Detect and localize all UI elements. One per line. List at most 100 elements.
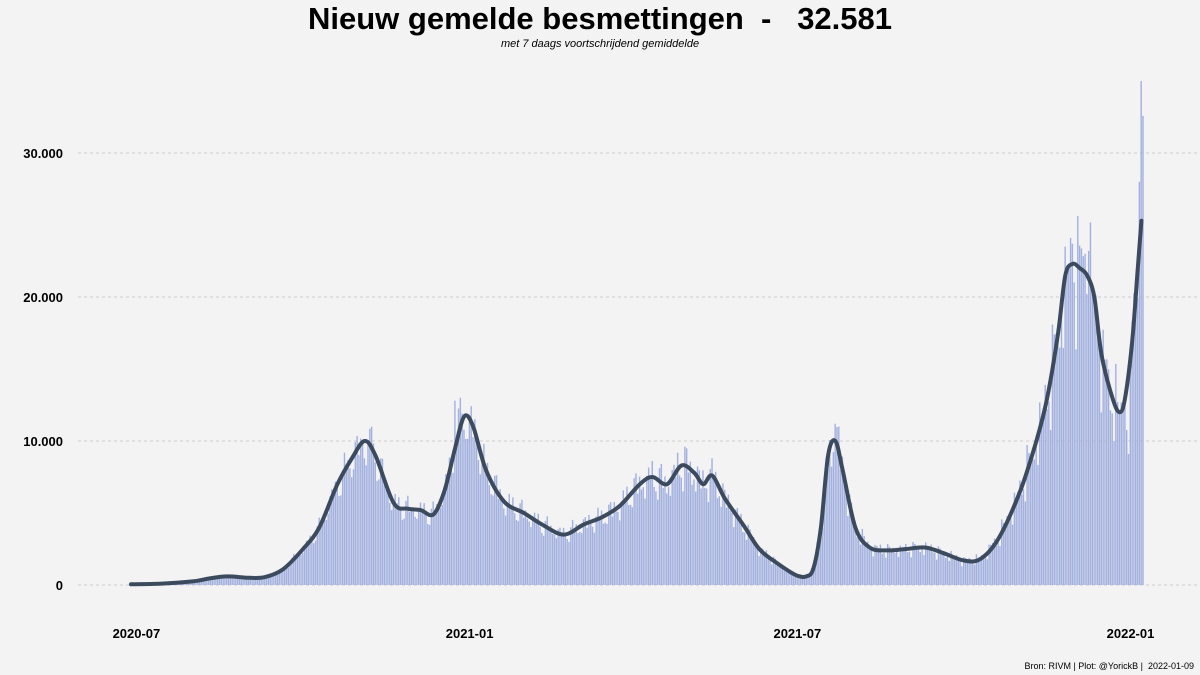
daily-bar — [1136, 298, 1139, 585]
daily-bar — [696, 466, 699, 585]
daily-bar — [785, 567, 787, 585]
daily-bar — [879, 544, 882, 585]
daily-bar — [399, 508, 402, 585]
daily-bar — [490, 494, 492, 585]
daily-bar — [1122, 410, 1124, 585]
daily-bar — [881, 553, 883, 585]
daily-bar — [278, 570, 280, 585]
daily-bar — [215, 577, 217, 585]
daily-bar — [510, 505, 512, 585]
daily-bar — [568, 541, 570, 585]
daily-bar — [850, 502, 853, 585]
daily-bar — [718, 496, 720, 585]
y-tick-label: 0 — [56, 578, 63, 593]
daily-bar — [244, 577, 246, 585]
daily-bar — [542, 535, 545, 585]
daily-bar — [1125, 430, 1128, 585]
daily-bar — [425, 513, 427, 585]
daily-bar — [262, 578, 264, 585]
daily-bar — [593, 532, 596, 585]
daily-bar — [885, 557, 887, 585]
daily-bar — [977, 557, 979, 585]
daily-bar — [1120, 402, 1122, 585]
daily-bar — [720, 506, 722, 585]
daily-bar — [233, 576, 235, 585]
daily-bar — [1064, 246, 1066, 585]
daily-bar — [658, 468, 661, 585]
daily-bar — [673, 464, 675, 585]
daily-bar — [899, 545, 902, 585]
daily-bar — [943, 551, 945, 585]
daily-bar — [512, 497, 514, 585]
daily-bar — [202, 579, 204, 585]
daily-bar — [226, 577, 228, 585]
daily-bar — [379, 458, 382, 585]
daily-bar — [908, 551, 911, 585]
daily-bar — [834, 423, 836, 585]
daily-bar — [894, 553, 896, 585]
daily-bar — [296, 554, 299, 585]
daily-bar — [423, 503, 425, 585]
daily-bar — [204, 578, 206, 585]
daily-bar — [906, 552, 909, 585]
daily-bar — [274, 573, 277, 585]
daily-bar — [314, 540, 317, 585]
daily-bar — [1011, 524, 1014, 585]
daily-bar — [1098, 348, 1101, 585]
daily-bar — [810, 568, 813, 585]
daily-bar — [557, 529, 559, 585]
daily-bar — [854, 520, 856, 585]
daily-bar — [1001, 519, 1003, 585]
daily-bar — [676, 452, 679, 585]
daily-bar — [365, 465, 367, 585]
daily-bar — [412, 511, 414, 585]
daily-bar — [320, 522, 322, 585]
daily-bar — [812, 566, 815, 585]
daily-bar — [1053, 334, 1055, 585]
daily-bar — [979, 559, 981, 585]
daily-bar — [508, 493, 510, 585]
daily-bar — [524, 510, 527, 585]
daily-bar — [883, 552, 885, 585]
daily-bar — [863, 536, 865, 585]
daily-bar — [872, 556, 874, 585]
daily-bar — [291, 557, 293, 585]
daily-bar — [1127, 453, 1130, 585]
daily-bar — [990, 544, 992, 585]
daily-bar — [725, 507, 728, 585]
daily-bar — [745, 539, 748, 585]
daily-bar — [615, 511, 617, 585]
daily-bar — [1039, 402, 1041, 585]
daily-bar — [477, 460, 480, 585]
daily-bar — [776, 564, 778, 585]
daily-bar — [217, 576, 219, 585]
daily-bar — [293, 553, 295, 585]
daily-bar — [280, 568, 282, 585]
daily-bar — [1131, 321, 1133, 585]
daily-bar — [1051, 324, 1054, 585]
daily-bar — [698, 470, 701, 585]
daily-bar — [322, 518, 324, 585]
daily-bar — [544, 520, 547, 585]
daily-bar — [937, 546, 940, 585]
daily-bar — [1082, 256, 1084, 585]
daily-bar — [1071, 243, 1074, 585]
daily-bar — [597, 507, 599, 585]
daily-bar — [963, 557, 965, 585]
daily-bar — [819, 531, 822, 585]
daily-bar — [470, 406, 472, 585]
daily-bar — [374, 462, 376, 585]
daily-bar — [427, 524, 429, 585]
daily-bar — [633, 478, 635, 585]
daily-bar — [332, 495, 335, 585]
daily-bar — [497, 498, 500, 585]
daily-bar — [832, 452, 835, 585]
daily-bar — [644, 498, 646, 585]
daily-bar — [901, 547, 903, 585]
daily-bar — [1100, 412, 1103, 585]
daily-bar — [499, 489, 501, 585]
daily-bar — [521, 499, 523, 585]
daily-bar — [336, 481, 338, 585]
daily-bar — [705, 488, 708, 585]
daily-bar — [704, 487, 706, 585]
